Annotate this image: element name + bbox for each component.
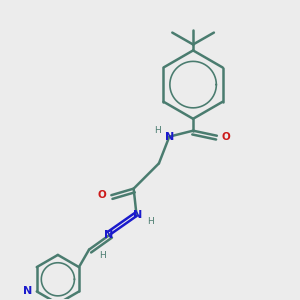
- Text: N: N: [165, 132, 174, 142]
- Text: N: N: [133, 210, 142, 220]
- Text: H: H: [99, 251, 106, 260]
- Text: H: H: [148, 218, 154, 226]
- Text: H: H: [154, 126, 161, 135]
- Text: N: N: [104, 230, 114, 240]
- Text: O: O: [222, 132, 230, 142]
- Text: O: O: [98, 190, 106, 200]
- Text: N: N: [23, 286, 32, 296]
